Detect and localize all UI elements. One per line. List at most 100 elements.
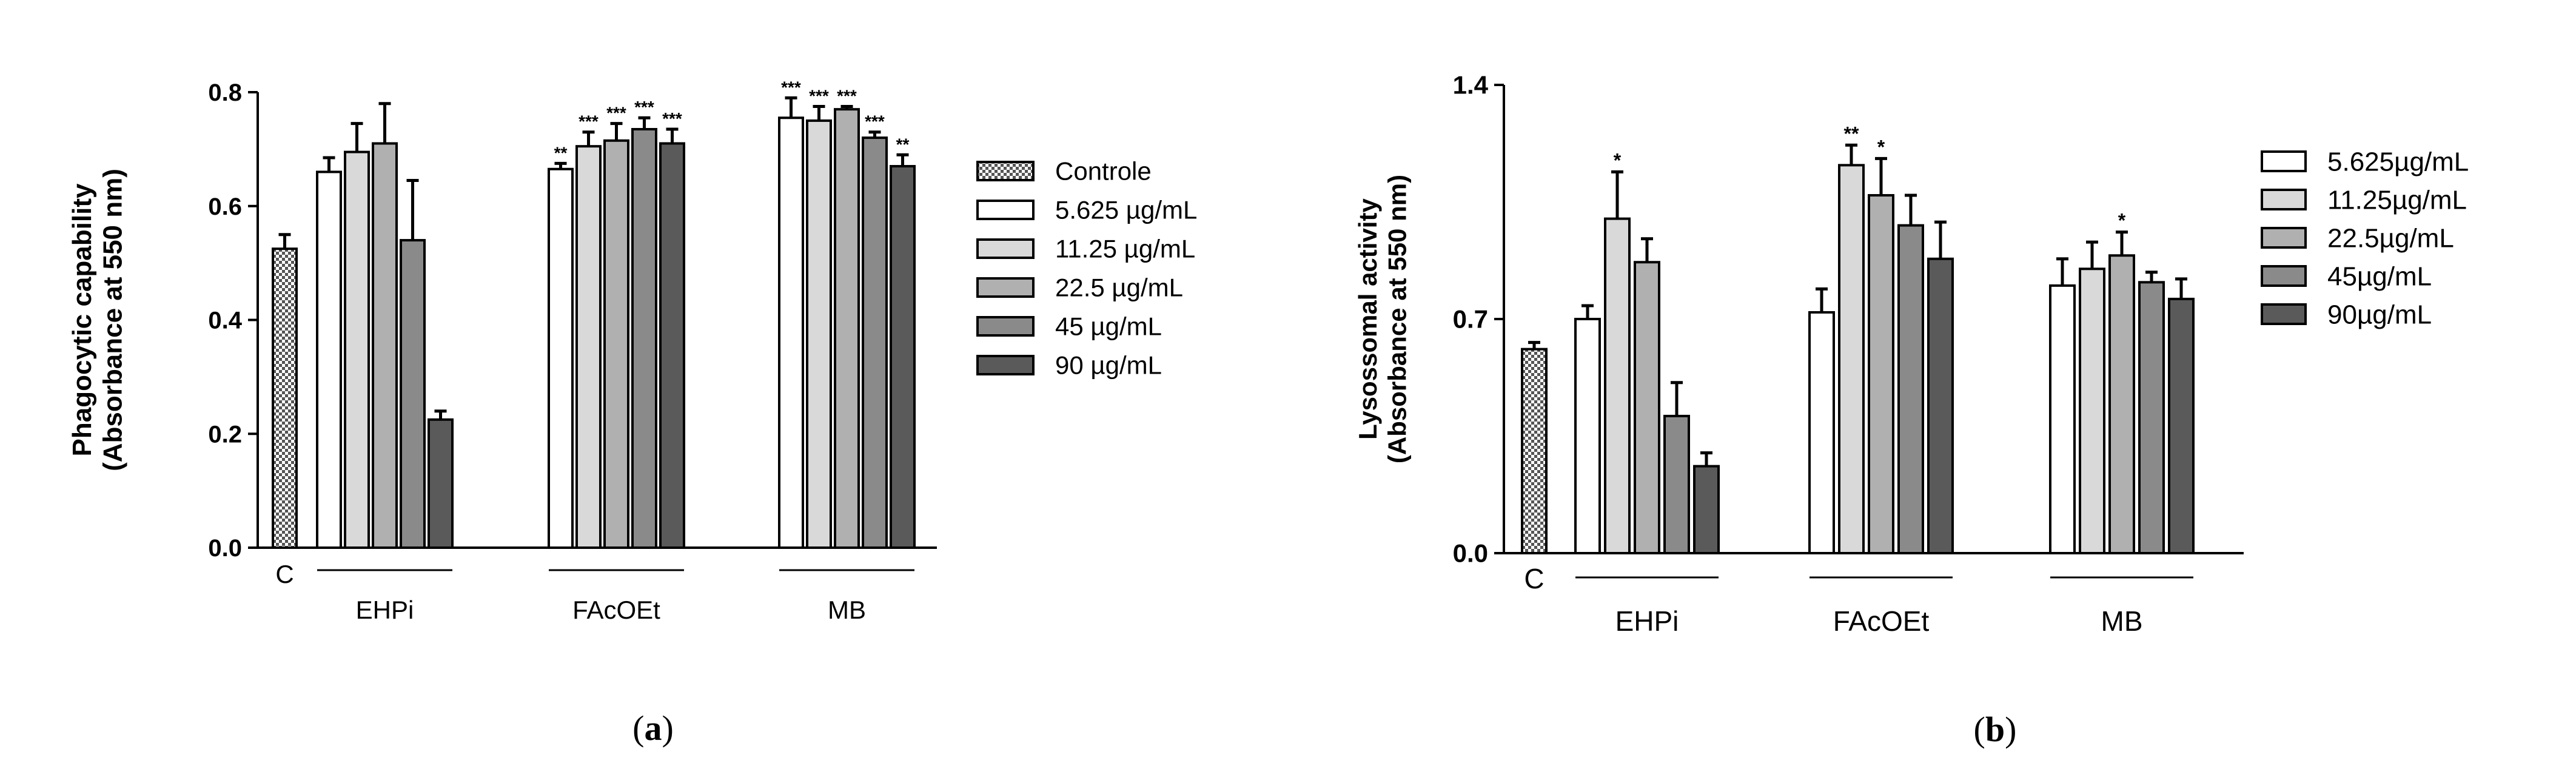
category-label: MB: [828, 596, 866, 624]
bar-mb-5: [2168, 297, 2195, 554]
y-tick-label: 0.0: [1453, 539, 1488, 568]
category-label: MB: [2101, 605, 2143, 637]
y-axis-title-line: (Absorbance at 550 nm): [98, 169, 128, 471]
legend-label: 22.5 µg/mL: [1055, 274, 1183, 302]
y-axis-title-line: Lysossomal activity: [1353, 198, 1382, 440]
bar-facoet-3: [1868, 193, 1894, 554]
panel-label-part: b: [1985, 710, 2005, 749]
bar-control: [272, 247, 298, 549]
bar-ehpi-4: [1663, 414, 1690, 555]
chart-panel-b: 0.0 0.7 1.4 Lysossomal activity(Absorbance …: [1353, 71, 2469, 749]
legend-label: 90µg/mL: [2327, 300, 2432, 329]
significance-marker: ***: [837, 86, 857, 105]
significance-marker: **: [1844, 123, 1859, 144]
legend-label: 11.25 µg/mL: [1055, 235, 1195, 263]
bar-facoet-2: [1838, 164, 1865, 555]
legend-label: 22.5µg/mL: [2327, 223, 2454, 253]
chart-panel-a: 0.0 0.2 0.4 0.6 0.8 Phagocytic capability(Abs…: [67, 78, 1197, 748]
y-axis-title: Phagocytic capability(Absorbance at 550 …: [67, 169, 128, 471]
panel-label-part: ): [2005, 710, 2016, 749]
category-label: FAcOEt: [1833, 605, 1930, 637]
y-tick-label: 0.4: [208, 308, 242, 334]
y-tick-label: 0.8: [208, 79, 242, 106]
legend-swatch: [976, 238, 1035, 259]
bar-ehpi-1: [1574, 318, 1601, 554]
y-axis-title: Lysossomal activity(Absorbance at 550 nm…: [1353, 175, 1411, 463]
significance-marker: *: [2118, 210, 2126, 232]
significance-marker: *: [1877, 136, 1885, 158]
bar-ehpi-5: [1693, 465, 1720, 555]
panel-label: (b): [1974, 710, 2017, 749]
control-label: C: [275, 560, 293, 588]
bar-mb-4: [2138, 281, 2165, 554]
significance-marker: ***: [579, 112, 599, 131]
bar-mb-2: [806, 119, 832, 549]
bar-facoet-2: [575, 145, 602, 549]
y-tick-label: 0.2: [208, 421, 242, 448]
y-axis-title-line: (Absorbance at 550 nm): [1383, 175, 1411, 463]
bar-facoet-1: [1808, 311, 1835, 554]
significance-marker: ***: [781, 78, 801, 96]
bar-mb-3: [834, 108, 860, 550]
bar-mb-4: [862, 136, 888, 550]
control-label: C: [1524, 563, 1544, 594]
category-label: EHPi: [1615, 605, 1679, 637]
legend-swatch: [2261, 265, 2307, 287]
legend-label: 45µg/mL: [2327, 261, 2432, 291]
bar-ehpi-2: [1604, 217, 1631, 555]
panel-label-part: (: [1974, 710, 1985, 749]
bar-mb-5: [890, 165, 916, 550]
bar-ehpi-3: [1634, 261, 1660, 554]
bar-facoet-5: [1927, 257, 1954, 554]
significance-marker: ***: [634, 98, 654, 116]
y-tick-label: 1.4: [1453, 71, 1489, 99]
bar-mb-1: [2049, 284, 2076, 554]
y-tick-label: 0.6: [208, 193, 242, 220]
bar-mb-2: [2079, 267, 2105, 554]
significance-marker: *: [1614, 149, 1622, 171]
legend-swatch: [2261, 227, 2307, 249]
bar-control: [1521, 348, 1548, 555]
bar-mb-3: [2108, 254, 2135, 554]
significance-marker: ***: [662, 109, 682, 128]
legend-swatch: [2261, 150, 2307, 172]
legend-swatch: [976, 316, 1035, 337]
category-label: FAcOEt: [572, 596, 660, 624]
legend-swatch: [976, 277, 1035, 298]
panel-label: (a): [632, 708, 674, 748]
panel-label-part: ): [662, 708, 674, 748]
y-axis-title-line: Phagocytic capability: [67, 183, 97, 456]
significance-marker: ***: [865, 112, 885, 131]
legend-label: Controle: [1055, 157, 1152, 186]
bar-ehpi-2: [344, 150, 370, 550]
legend-swatch: [2261, 189, 2307, 210]
significance-marker: ***: [809, 86, 829, 105]
legend-swatch: [976, 200, 1035, 220]
panel-label-part: (: [632, 708, 644, 748]
bar-ehpi-3: [372, 142, 398, 550]
bar-facoet-4: [631, 128, 657, 550]
legend-swatch: [2261, 303, 2307, 325]
significance-marker: **: [554, 143, 568, 162]
bar-facoet-5: [659, 142, 685, 550]
category-label: EHPi: [356, 596, 414, 624]
bar-ehpi-4: [400, 239, 426, 549]
legend-label: 11.25µg/mL: [2327, 185, 2467, 215]
y-tick-label: 0.7: [1453, 305, 1488, 334]
legend-label: 90 µg/mL: [1055, 351, 1162, 380]
significance-marker: **: [896, 135, 910, 153]
legend-swatch: [976, 355, 1035, 375]
bar-mb-1: [778, 116, 804, 549]
significance-marker: ***: [606, 104, 626, 123]
legend-label: 45 µg/mL: [1055, 312, 1162, 341]
legend-label: 5.625 µg/mL: [1055, 196, 1197, 224]
legend-swatch: [976, 161, 1035, 181]
bar-facoet-1: [548, 167, 574, 549]
bar-ehpi-1: [316, 170, 342, 549]
panel-label-part: a: [645, 708, 662, 748]
y-tick-label: 0.0: [208, 535, 242, 562]
bar-facoet-4: [1897, 224, 1924, 555]
legend-label: 5.625µg/mL: [2327, 147, 2469, 177]
bar-ehpi-5: [428, 418, 454, 549]
